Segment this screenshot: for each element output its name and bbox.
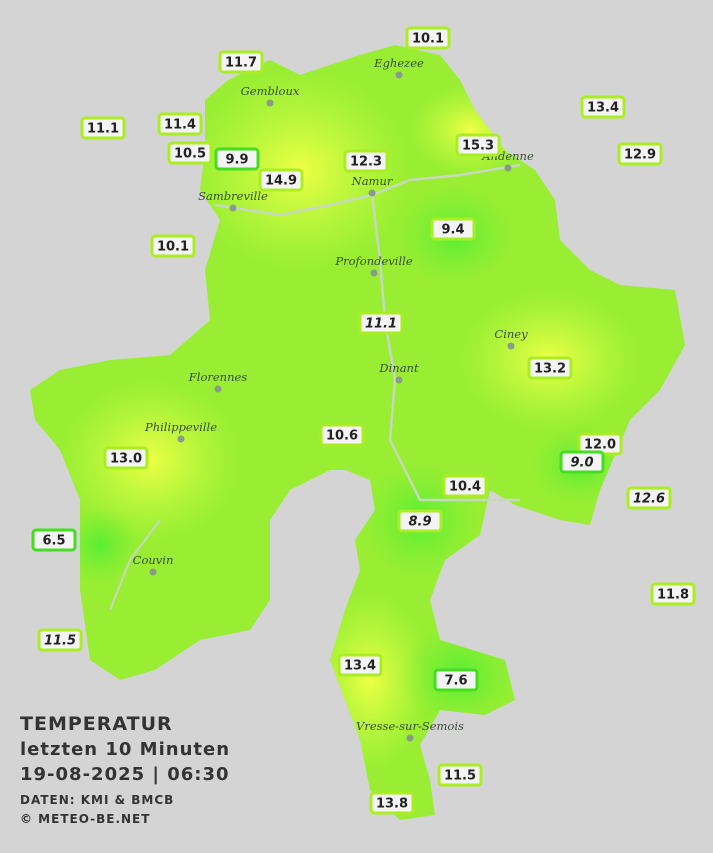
- station-box: [405, 26, 451, 50]
- town-dot: [406, 734, 414, 742]
- town-label: Profondeville: [334, 254, 412, 268]
- station-value: 9.4: [441, 223, 464, 238]
- station-value: 9.0: [570, 456, 593, 471]
- station-value: 10.1: [157, 240, 189, 255]
- station-box: [103, 446, 149, 470]
- station-box: [430, 217, 476, 241]
- station-value: 13.8: [376, 797, 408, 812]
- station-value: 10.5: [174, 147, 206, 162]
- station-value: 12.6: [633, 492, 665, 507]
- station-value: 11.8: [657, 588, 689, 603]
- station-box: [580, 95, 626, 119]
- station-value: 11.5: [44, 634, 76, 649]
- station-value: 12.0: [584, 438, 616, 453]
- station-value: 13.0: [110, 452, 142, 467]
- station-box: [343, 149, 389, 173]
- town-dot: [214, 385, 222, 393]
- station-value: 10.4: [449, 480, 481, 495]
- town-label: Dinant: [378, 361, 419, 375]
- station-value: 11.1: [87, 122, 119, 137]
- station-box: [258, 168, 304, 192]
- town-label: Vresse-sur-Semois: [356, 719, 464, 733]
- station-box: [559, 450, 605, 474]
- station-box: [369, 791, 415, 815]
- town-label: Philippeville: [144, 420, 217, 434]
- station-box: [37, 628, 83, 652]
- title: TEMPERATUR: [20, 713, 173, 735]
- station-box: [626, 486, 672, 510]
- station-box: [433, 668, 479, 692]
- station-value: 13.4: [344, 659, 376, 674]
- station-value: 13.2: [534, 362, 566, 377]
- station-box: [319, 423, 365, 447]
- station-box: [442, 474, 488, 498]
- copyright: © METEO-BE.NET: [20, 812, 150, 826]
- station-box: [527, 356, 573, 380]
- town-dot: [368, 189, 376, 197]
- river: [370, 194, 520, 502]
- town-dot: [370, 269, 378, 277]
- station-box: [157, 112, 203, 136]
- river: [109, 519, 161, 611]
- station-box: [397, 509, 443, 533]
- station-box: [218, 50, 264, 74]
- stations: 10.1 11.7 13.4 11.1 11.4 15.3 12.9 10.5 9.9 12.3 1…: [31, 26, 696, 815]
- towns: EghezeeGemblouxAndenneNamurSambrevillePr…: [133, 56, 534, 742]
- town-label: Ciney: [494, 327, 528, 341]
- station-box: [455, 133, 501, 157]
- town-label: Gembloux: [241, 84, 300, 98]
- station-value: 12.3: [350, 155, 382, 170]
- station-box: [31, 528, 77, 552]
- station-value: 10.1: [412, 32, 444, 47]
- station-value: 12.9: [624, 148, 656, 163]
- station-value: 6.5: [42, 534, 65, 549]
- station-value: 10.6: [326, 429, 358, 444]
- town-dot: [395, 71, 403, 79]
- station-box: [214, 147, 260, 171]
- town-label: Couvin: [133, 553, 174, 567]
- station-value: 15.3: [462, 139, 494, 154]
- station-value: 9.9: [225, 153, 248, 168]
- station-box: [617, 142, 663, 166]
- station-value: 14.9: [265, 174, 297, 189]
- station-value: 13.4: [587, 101, 619, 116]
- station-box: [150, 234, 196, 258]
- town-dot: [149, 568, 157, 576]
- town-dot: [266, 99, 274, 107]
- town-label: Eghezee: [373, 56, 424, 70]
- station-value: 7.6: [444, 674, 467, 689]
- town-dot: [395, 376, 403, 384]
- station-box: [167, 141, 213, 165]
- town-label: Florennes: [188, 370, 248, 384]
- station-value: 11.1: [365, 317, 397, 332]
- town-dot: [504, 164, 512, 172]
- datetime: 19-08-2025 | 06:30: [20, 764, 230, 785]
- station-value: 11.4: [164, 118, 196, 133]
- station-box: [80, 116, 126, 140]
- station-value: 8.9: [408, 515, 431, 530]
- station-box: [337, 653, 383, 677]
- town-label: Namur: [351, 174, 394, 188]
- town-dot: [177, 435, 185, 443]
- station-value: 11.7: [225, 56, 257, 71]
- source: DATEN: KMI & BMCB: [20, 793, 174, 807]
- station-value: 11.5: [444, 769, 476, 784]
- station-box: [437, 763, 483, 787]
- station-box: [650, 582, 696, 606]
- town-label: Sambreville: [198, 189, 268, 203]
- station-box: [358, 311, 404, 335]
- subtitle: letzten 10 Minuten: [20, 739, 230, 760]
- town-dot: [507, 342, 515, 350]
- town-dot: [229, 204, 237, 212]
